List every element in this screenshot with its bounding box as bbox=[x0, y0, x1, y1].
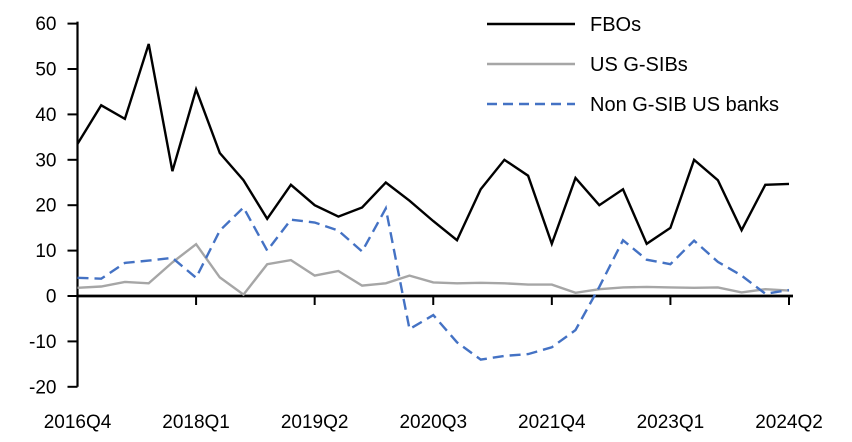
y-axis-tick-label: 20 bbox=[35, 196, 56, 217]
y-axis-tick-label: 10 bbox=[35, 241, 56, 262]
us-g-sibs-line bbox=[77, 242, 790, 297]
y-axis-tick-label: 30 bbox=[35, 150, 56, 171]
legend-item: US G-SIBs bbox=[487, 54, 688, 76]
fbos-line bbox=[76, 43, 790, 248]
legend-label: US G-SIBs bbox=[590, 54, 688, 76]
y-axis-tick-label: 0 bbox=[46, 287, 57, 308]
legend-label: FBOs bbox=[590, 14, 641, 36]
x-axis-tick-label: 2018Q1 bbox=[162, 412, 230, 433]
x-axis-tick-label: 2024Q2 bbox=[755, 412, 823, 433]
legend-label: Non G-SIB US banks bbox=[590, 94, 779, 116]
legend: FBOs US G-SIBs Non G-SIB US banks bbox=[487, 14, 779, 116]
x-axis-tick-label: 2020Q3 bbox=[399, 412, 467, 433]
y-axis-tick-label: 50 bbox=[35, 60, 56, 81]
x-axis-tick-label: 2021Q4 bbox=[518, 412, 586, 433]
x-axis-tick-label: 2019Q2 bbox=[281, 412, 349, 433]
y-axis-tick-label: -20 bbox=[29, 377, 56, 398]
non-g-sib-us-banks-line bbox=[77, 204, 790, 361]
x-axis-tick-label: 2023Q1 bbox=[637, 412, 705, 433]
y-axis-tick-label: -10 bbox=[29, 332, 56, 353]
x-axis-tick-label: 2016Q4 bbox=[44, 412, 112, 433]
y-axis-tick-label: 40 bbox=[35, 105, 56, 126]
legend-item: FBOs bbox=[487, 14, 641, 36]
legend-item: Non G-SIB US banks bbox=[487, 94, 779, 116]
y-axis-tick-label: 60 bbox=[35, 14, 56, 35]
